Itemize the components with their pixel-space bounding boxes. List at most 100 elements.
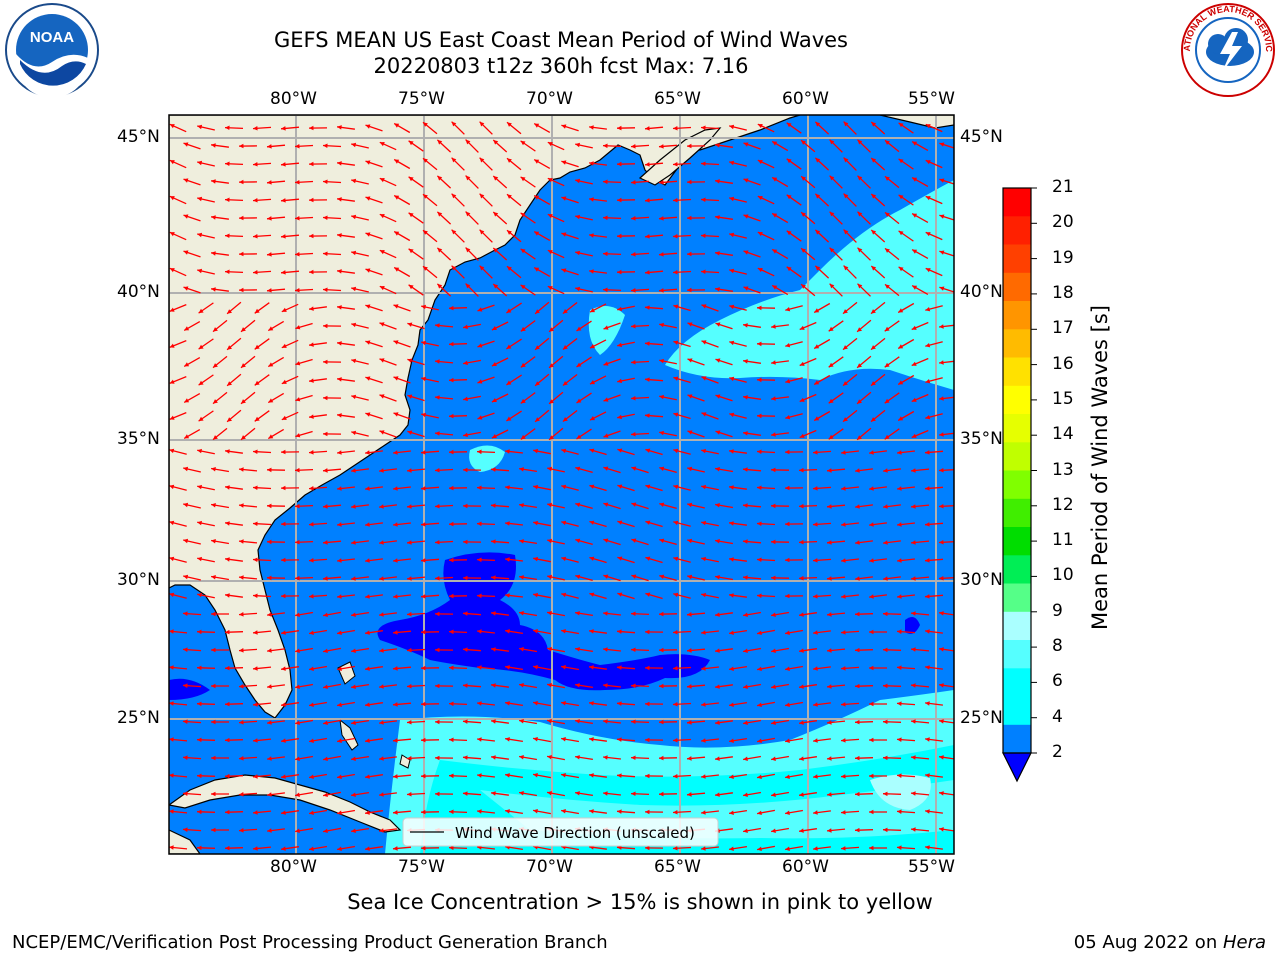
colorbar-extend-arrow [1002, 752, 1032, 783]
wave-arrow-head [771, 324, 776, 329]
wave-arrow-head [589, 629, 594, 634]
wave-arrow-head [843, 121, 849, 127]
wave-arrow-head [533, 484, 538, 490]
wave-arrow-head [281, 198, 286, 203]
wave-arrow-head [897, 701, 902, 706]
wave-arrow-head [673, 126, 678, 131]
wave-arrow-head [743, 792, 748, 797]
wave-arrow-head [211, 215, 216, 220]
wave-arrow-head [827, 576, 832, 581]
wave-arrow-head [365, 268, 371, 273]
wave-arrow-head [883, 611, 888, 617]
wave-arrow-head [925, 701, 930, 706]
wave-arrow-head [715, 792, 720, 797]
wave-arrow-head [911, 647, 916, 652]
wave-arrow-head [295, 648, 300, 653]
colorbar-tick-label: 13 [1052, 460, 1074, 480]
wave-arrow-head [463, 396, 468, 402]
wave-arrow-head [617, 342, 622, 348]
wave-arrow-head [715, 430, 721, 435]
wave-arrow-head [463, 324, 468, 330]
wave-arrow-head [351, 250, 357, 256]
wave-arrow-head [449, 449, 454, 455]
wave-arrow-head [843, 157, 849, 163]
wave-arrow-head [757, 124, 763, 129]
wave-arrow-head [323, 504, 328, 509]
wave-arrow-head [743, 250, 749, 255]
wave-arrow-head [421, 558, 426, 563]
wave-arrow-head [169, 160, 175, 165]
wave-arrow-head [757, 232, 763, 237]
wave-arrow-head [729, 846, 734, 851]
wave-arrow-head [843, 345, 848, 350]
wave-arrow-head [771, 648, 776, 653]
wave-arrow-head [213, 435, 218, 440]
wave-arrow-head [309, 558, 314, 563]
wave-arrow-head [505, 449, 510, 454]
wave-arrow-head [351, 214, 357, 220]
wave-arrow-head [645, 234, 650, 239]
wave-arrow-head [169, 592, 175, 598]
wave-arrow-head [449, 629, 454, 635]
wave-arrow-head [337, 269, 342, 274]
wave-arrow-head [813, 486, 818, 491]
wave-arrow-head [295, 828, 300, 833]
wave-arrow-head [939, 432, 944, 437]
wave-arrow-head [589, 161, 594, 166]
wave-arrow-head [323, 215, 328, 220]
wave-arrow-head [841, 702, 846, 707]
wave-arrow-head [673, 304, 679, 309]
wave-arrow-head [463, 683, 468, 688]
wave-arrow-head [241, 327, 246, 332]
wave-arrow-head [841, 738, 846, 743]
wave-arrow-head [449, 701, 454, 707]
wave-arrow-head [617, 556, 623, 561]
wave-arrow-head [337, 341, 342, 346]
wave-arrow-head [813, 774, 818, 779]
wave-arrow-head [379, 468, 384, 473]
wave-arrow-head [479, 265, 485, 271]
wave-arrow-head [799, 756, 804, 761]
wave-arrow-head [394, 159, 400, 164]
wave-arrow-head [365, 304, 371, 309]
wave-arrow-head [855, 540, 860, 545]
wave-arrow-head [617, 845, 622, 850]
wave-arrow-head [323, 323, 328, 329]
wave-arrow-head [589, 773, 594, 778]
wave-arrow-head [253, 126, 258, 131]
wave-arrow-head [477, 521, 482, 527]
wave-arrow-head [491, 683, 496, 688]
wave-arrow-head [897, 737, 902, 742]
lat-label-left: 30°N [117, 570, 160, 590]
colorbar-tick-label: 18 [1052, 283, 1074, 303]
wave-arrow-head [535, 381, 540, 386]
wave-arrow-head [898, 194, 904, 200]
wave-arrow-head [505, 593, 510, 598]
wave-arrow-head [493, 176, 499, 181]
wave-arrow-head [701, 269, 706, 274]
wave-arrow-head [239, 503, 244, 508]
wave-arrow-head [323, 540, 328, 545]
wave-arrow-head [507, 194, 512, 199]
wave-arrow-head [169, 773, 174, 778]
wave-arrow-head [253, 234, 258, 239]
graticule [169, 115, 954, 854]
wave-arrow-head [631, 144, 636, 149]
wave-arrow-head [281, 162, 286, 167]
wave-arrow-head [857, 363, 862, 368]
wave-arrow-head [757, 377, 762, 383]
wave-arrow-head [575, 250, 580, 256]
wave-arrow-head [673, 846, 678, 851]
wave-arrow-head [281, 449, 286, 455]
wave-arrow-head [197, 232, 203, 238]
wave-arrow-head [673, 810, 678, 815]
wave-arrow-head [925, 379, 931, 384]
wave-arrow-head [227, 345, 232, 350]
wave-arrow-head [645, 845, 650, 851]
wave-arrow-head [561, 448, 567, 454]
wave-arrow-head [549, 435, 554, 440]
wave-arrow-head [211, 827, 216, 833]
wave-arrow-head [857, 211, 863, 217]
colorbar-tick-label: 9 [1052, 601, 1063, 621]
wave-arrow-head [589, 197, 594, 202]
